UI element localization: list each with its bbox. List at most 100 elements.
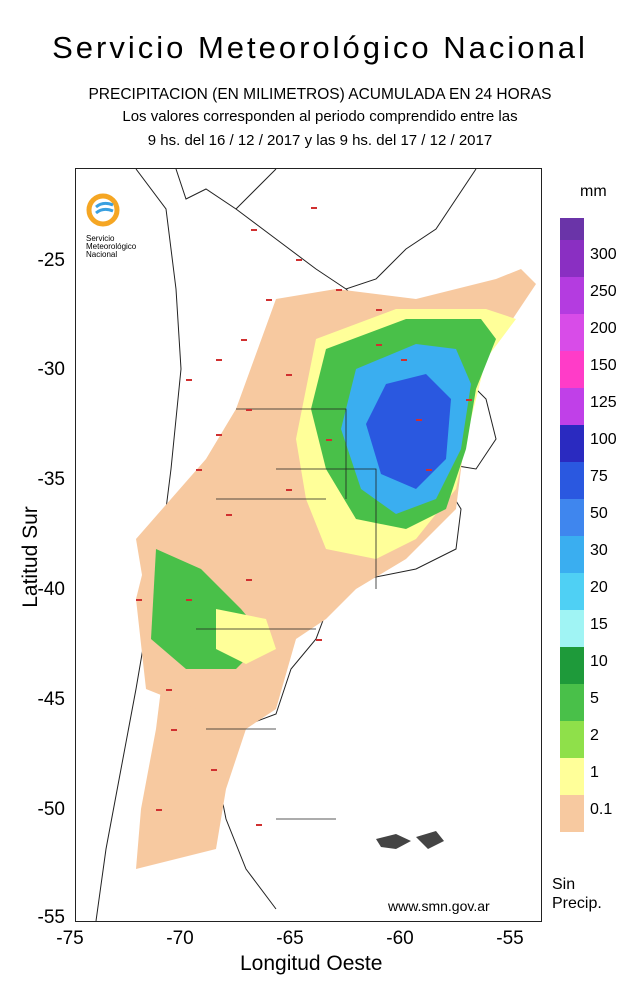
station-marker xyxy=(196,469,202,471)
border-north xyxy=(175,169,277,210)
precip-50-field xyxy=(366,374,451,489)
legend-label: 15 xyxy=(590,616,608,633)
station-marker xyxy=(466,399,472,401)
station-marker xyxy=(296,259,302,261)
y-tick-label: -25 xyxy=(37,250,65,271)
station-marker xyxy=(401,359,407,361)
station-marker xyxy=(286,374,292,376)
station-marker xyxy=(216,434,222,436)
station-marker xyxy=(211,769,217,771)
legend-swatch xyxy=(560,388,584,425)
logo-line-2: Meteorológico xyxy=(86,242,137,251)
station-marker xyxy=(226,514,232,516)
station-marker xyxy=(326,439,332,441)
period-line-1: Los valores corresponden al periodo comp… xyxy=(122,108,518,125)
logo-caption: Servicio Meteorológico Nacional xyxy=(86,235,136,259)
no-precip-label: Sin Precip. xyxy=(552,875,602,913)
station-marker xyxy=(216,359,222,361)
legend-label: 1 xyxy=(590,764,599,781)
legend-label: 75 xyxy=(590,468,608,485)
legend-swatch xyxy=(560,499,584,536)
legend-swatch xyxy=(560,240,584,277)
station-marker xyxy=(246,409,252,411)
legend-label: 30 xyxy=(590,542,608,559)
legend-label: 250 xyxy=(590,283,617,300)
y-tick-label: -55 xyxy=(37,907,65,928)
province-borders xyxy=(196,408,377,820)
legend-label: 20 xyxy=(590,579,608,596)
y-tick-label: -35 xyxy=(37,469,65,490)
x-tick-label: -75 xyxy=(56,928,84,949)
legend-swatch xyxy=(560,721,584,758)
legend-label: 10 xyxy=(590,653,608,670)
logo-line-1: Servicio xyxy=(86,234,115,243)
period-line-2: 9 hs. del 16 / 12 / 2017 y las 9 hs. del… xyxy=(147,132,493,149)
station-marker xyxy=(376,309,382,311)
legend-label: 2 xyxy=(590,727,599,744)
legend-swatch xyxy=(560,610,584,647)
no-precip-line-1: Sin xyxy=(552,876,576,893)
legend-label: 5 xyxy=(590,690,599,707)
station-marker xyxy=(266,299,272,301)
legend-label: 200 xyxy=(590,320,617,337)
station-marker xyxy=(316,639,322,641)
x-axis-title: Longitud Oeste xyxy=(240,952,383,975)
legend-label: 300 xyxy=(590,246,617,263)
station-marker xyxy=(156,809,162,811)
station-marker xyxy=(166,689,172,691)
legend-swatch xyxy=(560,425,584,462)
y-tick-label: -50 xyxy=(37,799,65,820)
y-tick-label: -40 xyxy=(37,579,65,600)
legend-swatch xyxy=(560,218,584,240)
legend-unit: mm xyxy=(580,183,607,200)
y-tick-label: -30 xyxy=(37,359,65,380)
legend-label: 150 xyxy=(590,357,617,374)
legend-color-bar xyxy=(560,218,584,832)
legend-swatch xyxy=(560,573,584,610)
legend-label: 50 xyxy=(590,505,608,522)
station-marker xyxy=(186,379,192,381)
station-marker xyxy=(286,489,292,491)
falkland-islands xyxy=(376,831,444,849)
station-marker xyxy=(241,339,247,341)
station-marker xyxy=(171,729,177,731)
x-tick-label: -65 xyxy=(276,928,304,949)
legend-label: 125 xyxy=(590,394,617,411)
legend-swatch xyxy=(560,351,584,388)
legend-swatch xyxy=(560,758,584,795)
legend-swatch xyxy=(560,277,584,314)
legend-swatch xyxy=(560,462,584,499)
legend-label: 0.1 xyxy=(590,801,613,818)
station-marker xyxy=(311,207,317,209)
legend-swatch xyxy=(560,647,584,684)
x-tick-label: -55 xyxy=(496,928,524,949)
legend-swatch xyxy=(560,684,584,721)
logo-line-3: Nacional xyxy=(86,250,118,259)
product-title: PRECIPITACION (EN MILIMETROS) ACUMULADA … xyxy=(88,86,552,103)
legend-swatch xyxy=(560,795,584,832)
station-marker xyxy=(376,344,382,346)
station-marker xyxy=(416,419,422,421)
precip-south-1 xyxy=(216,609,276,664)
station-marker xyxy=(186,599,192,601)
source-url: www.smn.gov.ar xyxy=(388,898,490,914)
legend-swatch xyxy=(560,314,584,351)
station-marker xyxy=(246,579,252,581)
station-marker xyxy=(256,824,262,826)
x-tick-label: -70 xyxy=(166,928,194,949)
station-marker xyxy=(426,469,432,471)
legend-label: 100 xyxy=(590,431,617,448)
legend-swatch xyxy=(560,536,584,573)
y-axis-title: Latitud Sur xyxy=(18,506,42,608)
bolivia-border xyxy=(235,169,477,290)
station-marker xyxy=(251,229,257,231)
station-marker xyxy=(136,599,142,601)
agency-title: Servicio Meteorológico Nacional xyxy=(52,30,588,65)
precipitation-map xyxy=(75,168,542,922)
no-precip-line-2: Precip. xyxy=(552,895,602,912)
x-tick-label: -60 xyxy=(386,928,414,949)
station-marker xyxy=(336,289,342,291)
smn-logo-icon xyxy=(86,193,120,232)
y-tick-label: -45 xyxy=(37,689,65,710)
map-canvas xyxy=(95,169,536,921)
